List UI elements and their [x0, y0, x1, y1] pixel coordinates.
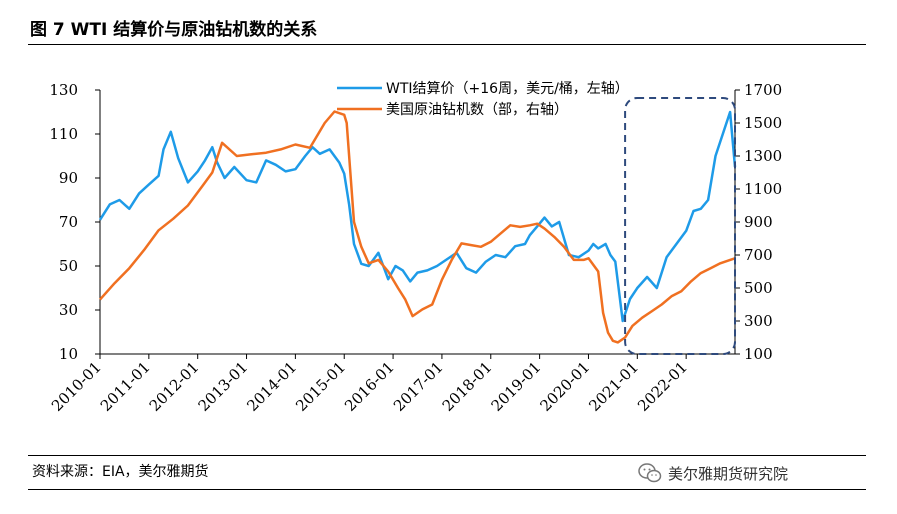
x-tick-label: 2012-01 [146, 358, 203, 415]
highlight-box [624, 97, 736, 355]
right-tick-label: 1700 [744, 81, 782, 99]
footer-top-rule [28, 455, 866, 456]
left-tick-label: 90 [59, 169, 78, 187]
source-note: 资料来源：EIA，美尔雅期货 [32, 464, 209, 480]
x-tick-label: 2013-01 [195, 358, 252, 415]
top-rule [28, 44, 866, 45]
x-tick-label: 2011-01 [97, 358, 154, 415]
x-tick-label: 2018-01 [439, 358, 496, 415]
wechat-icon [638, 463, 662, 483]
x-tick-label: 2022-01 [634, 358, 691, 415]
series-lines [98, 110, 737, 344]
rig-count-line [99, 110, 736, 344]
legend-label: WTI结算价（+16周，美元/桶，左轴） [386, 81, 629, 97]
right-tick-label: 1100 [744, 180, 782, 198]
legend: WTI结算价（+16周，美元/桶，左轴） 美国原油钻机数（部，右轴） [337, 81, 629, 118]
x-tick-label: 2017-01 [390, 358, 447, 415]
right-tick-label: 300 [744, 312, 773, 330]
x-tick-label: 2014-01 [243, 358, 300, 415]
legend-label: 美国原油钻机数（部，右轴） [386, 102, 568, 118]
x-tick-label: 2016-01 [341, 358, 398, 415]
x-tick-label: 2021-01 [585, 358, 642, 415]
left-axis: 10 30 50 70 90 110 130 [49, 81, 101, 363]
left-tick-label: 130 [49, 81, 78, 99]
figure-title: 图 7 WTI 结算价与原油钻机数的关系 [30, 20, 318, 40]
right-tick-label: 700 [744, 246, 773, 264]
brand-name: 美尔雅期货研究院 [668, 465, 789, 483]
x-tick-label: 2010-01 [48, 358, 105, 415]
left-tick-label: 110 [49, 125, 78, 143]
left-tick-label: 70 [59, 213, 78, 231]
right-axis: 100 300 500 700 900 1100 1300 1500 1700 [734, 81, 782, 363]
right-tick-label: 100 [744, 345, 773, 363]
x-tick-label: 2019-01 [488, 358, 545, 415]
left-tick-label: 50 [59, 257, 78, 275]
left-tick-label: 30 [59, 301, 78, 319]
right-tick-label: 900 [744, 213, 773, 231]
x-tick-label: 2020-01 [536, 358, 593, 415]
x-axis: 2010-012011-012012-012013-012014-012015-… [48, 353, 735, 415]
wti-price-line [98, 110, 737, 323]
right-tick-label: 1300 [744, 147, 782, 165]
dual-axis-line-chart: 10 30 50 70 90 110 130 100 300 500 700 900 1100 1300… [48, 81, 782, 415]
bottom-rule [28, 489, 866, 490]
left-tick-label: 10 [59, 345, 78, 363]
x-tick-label: 2015-01 [292, 358, 349, 415]
right-tick-label: 500 [744, 279, 773, 297]
right-tick-label: 1500 [744, 114, 782, 132]
